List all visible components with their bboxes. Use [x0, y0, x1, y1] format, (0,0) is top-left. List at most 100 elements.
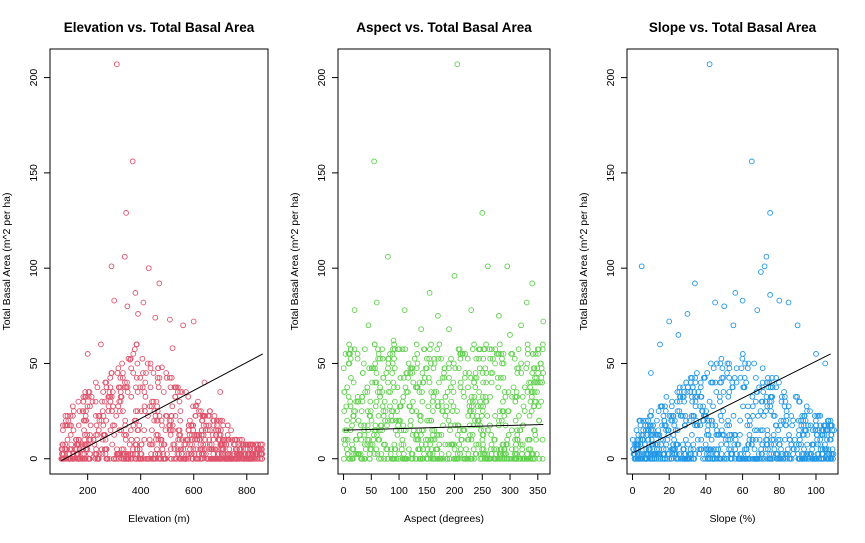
- scatter-point: [113, 413, 120, 419]
- scatter-point: [660, 413, 667, 419]
- scatter-point: [167, 432, 174, 438]
- scatter-point: [496, 408, 503, 414]
- scatter-point: [805, 422, 811, 429]
- scatter-point: [425, 403, 432, 410]
- scatter-point: [492, 436, 498, 443]
- chart-title: Elevation vs. Total Basal Area: [64, 20, 255, 35]
- scatter-point: [428, 389, 435, 395]
- scatter-point: [379, 403, 386, 410]
- scatter-point: [666, 413, 673, 419]
- y-tick-label: 100: [316, 259, 328, 277]
- scatter-point: [442, 393, 449, 400]
- scatter-point: [250, 446, 257, 453]
- scatter-point: [75, 398, 82, 405]
- scatter-point: [107, 384, 114, 391]
- scatter-point: [413, 365, 420, 372]
- scatter-point: [782, 393, 788, 400]
- scatter-point: [440, 455, 447, 462]
- scatter-point: [401, 307, 408, 313]
- scatter-point: [500, 408, 507, 414]
- scatter-point: [713, 427, 720, 434]
- scatter-point: [155, 365, 162, 372]
- scatter-point: [726, 374, 733, 381]
- scatter-point: [739, 297, 746, 304]
- scatter-point: [482, 365, 489, 372]
- scatter-point: [375, 413, 382, 419]
- scatter-point: [158, 436, 165, 443]
- scatter-point: [704, 370, 711, 376]
- scatter-point: [447, 422, 454, 429]
- scatter-point: [457, 379, 464, 386]
- scatter-point: [509, 351, 516, 357]
- scatter-point: [190, 446, 197, 453]
- scatter-point: [814, 436, 820, 443]
- scatter-point: [94, 384, 101, 391]
- scatter-point: [367, 408, 374, 414]
- scatter-point: [527, 398, 534, 405]
- scatter-point: [505, 432, 512, 438]
- scatter-point: [697, 403, 704, 410]
- scatter-point: [162, 427, 169, 434]
- scatter-point: [535, 379, 541, 386]
- scatter-point: [138, 408, 145, 414]
- scatter-point: [745, 441, 751, 448]
- scatter-point: [479, 408, 486, 414]
- scatter-point: [813, 422, 819, 429]
- scatter-point: [447, 384, 454, 391]
- scatter-point: [404, 455, 410, 462]
- scatter-point: [124, 451, 130, 457]
- scatter-point: [213, 427, 219, 434]
- scatter-point: [360, 360, 367, 367]
- scatter-point: [445, 451, 452, 457]
- scatter-point: [759, 365, 766, 372]
- scatter-point: [764, 379, 771, 386]
- scatter-point: [419, 398, 426, 405]
- scatter-point: [524, 360, 531, 367]
- scatter-point: [763, 253, 770, 260]
- scatter-point: [372, 360, 379, 367]
- scatter-point: [98, 341, 104, 348]
- scatter-point: [113, 61, 120, 68]
- x-tick-label: 50: [365, 485, 377, 497]
- scatter-point: [466, 370, 472, 376]
- chart-title: Aspect vs. Total Basal Area: [356, 20, 532, 35]
- scatter-point: [487, 355, 494, 362]
- x-tick-label: 40: [700, 485, 712, 497]
- scatter-point: [511, 455, 518, 462]
- scatter-point: [345, 393, 352, 400]
- scatter-point: [523, 299, 530, 306]
- scatter-point: [152, 314, 159, 321]
- scatter-point: [366, 455, 373, 462]
- scatter-point: [345, 351, 352, 357]
- scatter-point: [468, 455, 475, 462]
- scatter-point: [144, 360, 151, 367]
- scatter-point: [104, 455, 110, 462]
- scatter-point: [471, 341, 477, 348]
- scatter-point: [760, 413, 767, 419]
- scatter-point: [442, 413, 449, 419]
- scatter-point: [406, 446, 412, 453]
- scatter-point: [464, 355, 471, 362]
- scatter-point: [472, 384, 479, 391]
- scatter-point: [676, 384, 683, 391]
- scatter-point: [469, 346, 476, 353]
- scatter-point: [379, 355, 386, 362]
- scatter-point: [398, 441, 405, 448]
- scatter-point: [387, 451, 394, 457]
- scatter-point: [495, 384, 502, 391]
- scatter-point: [420, 455, 426, 462]
- scatter-point: [692, 379, 699, 386]
- scatter-point: [471, 379, 477, 386]
- scatter-point: [362, 389, 369, 395]
- scatter-point: [519, 393, 526, 400]
- scatter-point: [237, 451, 244, 457]
- scatter-point: [780, 417, 787, 424]
- scatter-point: [671, 436, 677, 443]
- plot-frame: [626, 48, 839, 475]
- scatter-point: [374, 389, 381, 395]
- scatter-point: [755, 413, 761, 419]
- scatter-point: [103, 417, 110, 424]
- scatter-point: [103, 379, 110, 386]
- scatter-point: [799, 432, 806, 438]
- scatter-point: [773, 384, 780, 391]
